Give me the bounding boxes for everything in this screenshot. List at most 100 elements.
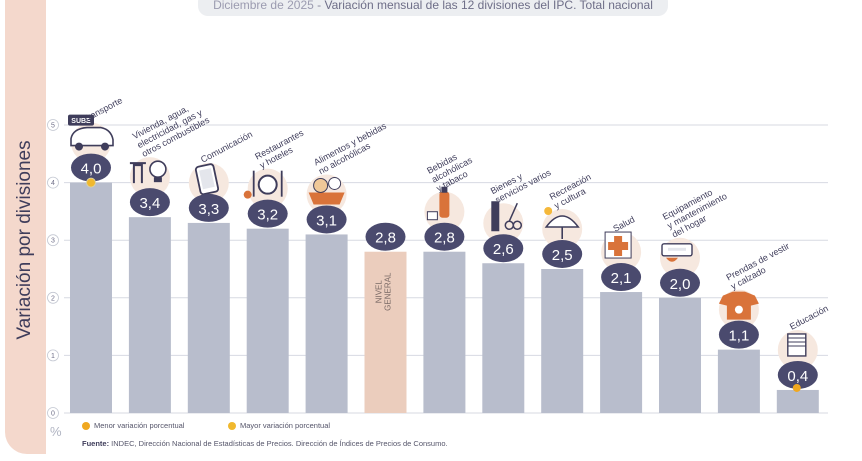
- value-badge: [247, 199, 288, 228]
- category-label-line: Educación: [788, 303, 830, 332]
- bar: [659, 297, 701, 413]
- y-tick-marker: [47, 291, 59, 304]
- bulb-glass: [149, 160, 167, 178]
- value-badge: [718, 320, 759, 349]
- value-label: 2,8: [434, 230, 455, 247]
- tshirt-icon: [718, 289, 759, 330]
- value-badge: [601, 263, 642, 292]
- source-label: Fuente:: [82, 439, 110, 448]
- comb: [491, 201, 500, 232]
- legend-max-label: Mayor variación porcentual: [240, 421, 331, 430]
- value-badge: [71, 153, 111, 182]
- category-label: Comunicación: [199, 129, 254, 165]
- category-label-line: NIVEL: [375, 280, 384, 304]
- value-label: 3,3: [198, 201, 219, 218]
- y-tick-label: 0: [51, 411, 55, 418]
- bar: [128, 217, 171, 413]
- bar: [423, 251, 466, 413]
- chart-title: Diciembre de 2025 - Variación mensual de…: [198, 0, 668, 16]
- y-tick-marker: [47, 119, 59, 131]
- title-separator: -: [313, 0, 325, 12]
- tshirt-print: [734, 305, 743, 314]
- min-marker: [792, 383, 801, 392]
- category-label-line: GENERAL: [384, 272, 393, 311]
- value-badge: [306, 205, 347, 234]
- value-label: 3,2: [257, 207, 278, 224]
- sube-card: [68, 114, 94, 126]
- bar: [246, 228, 289, 413]
- bottle-icon: [424, 186, 465, 232]
- value-badge: [660, 268, 700, 297]
- cup: [328, 176, 342, 190]
- value-label: 4,0: [81, 161, 102, 178]
- glass: [426, 211, 438, 221]
- category-label-line: Salud: [611, 214, 636, 234]
- value-badge: [129, 188, 170, 217]
- value-label: 0,4: [787, 368, 808, 385]
- umbrella-icon: [542, 207, 583, 249]
- lamp-shade: [666, 257, 678, 262]
- health-cross-icon: [601, 231, 642, 273]
- y-tick-marker: [47, 234, 59, 247]
- notebook-icon: [777, 329, 818, 370]
- source-text: INDEC, Dirección Nacional de Estadística…: [109, 439, 448, 448]
- y-tick-label: 4: [51, 180, 55, 187]
- category-label: Educación: [788, 303, 830, 332]
- car-wheel: [101, 142, 109, 151]
- basket: [308, 192, 345, 205]
- bar: [305, 234, 348, 413]
- value-label: 2,8: [375, 230, 396, 247]
- phone-screen: [199, 168, 215, 190]
- value-label: 1,1: [728, 328, 749, 345]
- y-tick-label: 2: [51, 295, 55, 302]
- bar: [70, 182, 112, 413]
- car-body: [70, 126, 114, 147]
- phone-icon: [188, 162, 229, 203]
- bar: [717, 349, 760, 413]
- faucet-shape: [129, 162, 146, 184]
- value-label: 2,5: [552, 247, 573, 264]
- legend-min-label: Menor variación porcentual: [94, 421, 185, 430]
- y-tick-marker: [47, 176, 59, 189]
- category-label-line: Transporte: [81, 95, 124, 124]
- bottle-cap: [441, 186, 448, 193]
- bar: [187, 222, 230, 413]
- legend-max-dot: [228, 421, 236, 430]
- bread: [313, 177, 329, 193]
- legend-min-dot: [82, 421, 90, 430]
- health-cross: [608, 236, 629, 257]
- food-accent: [243, 190, 252, 199]
- legend-min: Menor variación porcentual: [82, 421, 184, 430]
- sun: [544, 207, 553, 215]
- y-tick-label: 1: [51, 353, 55, 360]
- source-note: Fuente: INDEC, Dirección Nacional de Est…: [82, 439, 448, 448]
- y-tick-label: 5: [51, 123, 55, 130]
- bar: [776, 389, 819, 413]
- ac-vent: [668, 247, 686, 251]
- bar-general: [364, 251, 407, 413]
- bar: [482, 263, 525, 413]
- comb-scissors-icon: [483, 201, 524, 244]
- title-date: Diciembre de 2025: [213, 0, 314, 12]
- dining-icon: [243, 168, 288, 209]
- faucet-bulb-icon: [129, 157, 170, 198]
- category-label: Salud: [611, 214, 636, 234]
- sube-text: SUBE: [71, 118, 91, 125]
- scissor-blade: [508, 202, 518, 222]
- bulb-base: [153, 177, 162, 183]
- y-tick-marker: [47, 349, 59, 362]
- umbrella-canopy: [544, 215, 580, 228]
- car-icon: SUBE: [68, 114, 114, 163]
- plate: [257, 174, 278, 195]
- value-badge: [777, 360, 818, 389]
- scissor-ring: [512, 220, 523, 230]
- grocery-basket-icon: [306, 174, 347, 215]
- value-label: 2,1: [611, 270, 632, 287]
